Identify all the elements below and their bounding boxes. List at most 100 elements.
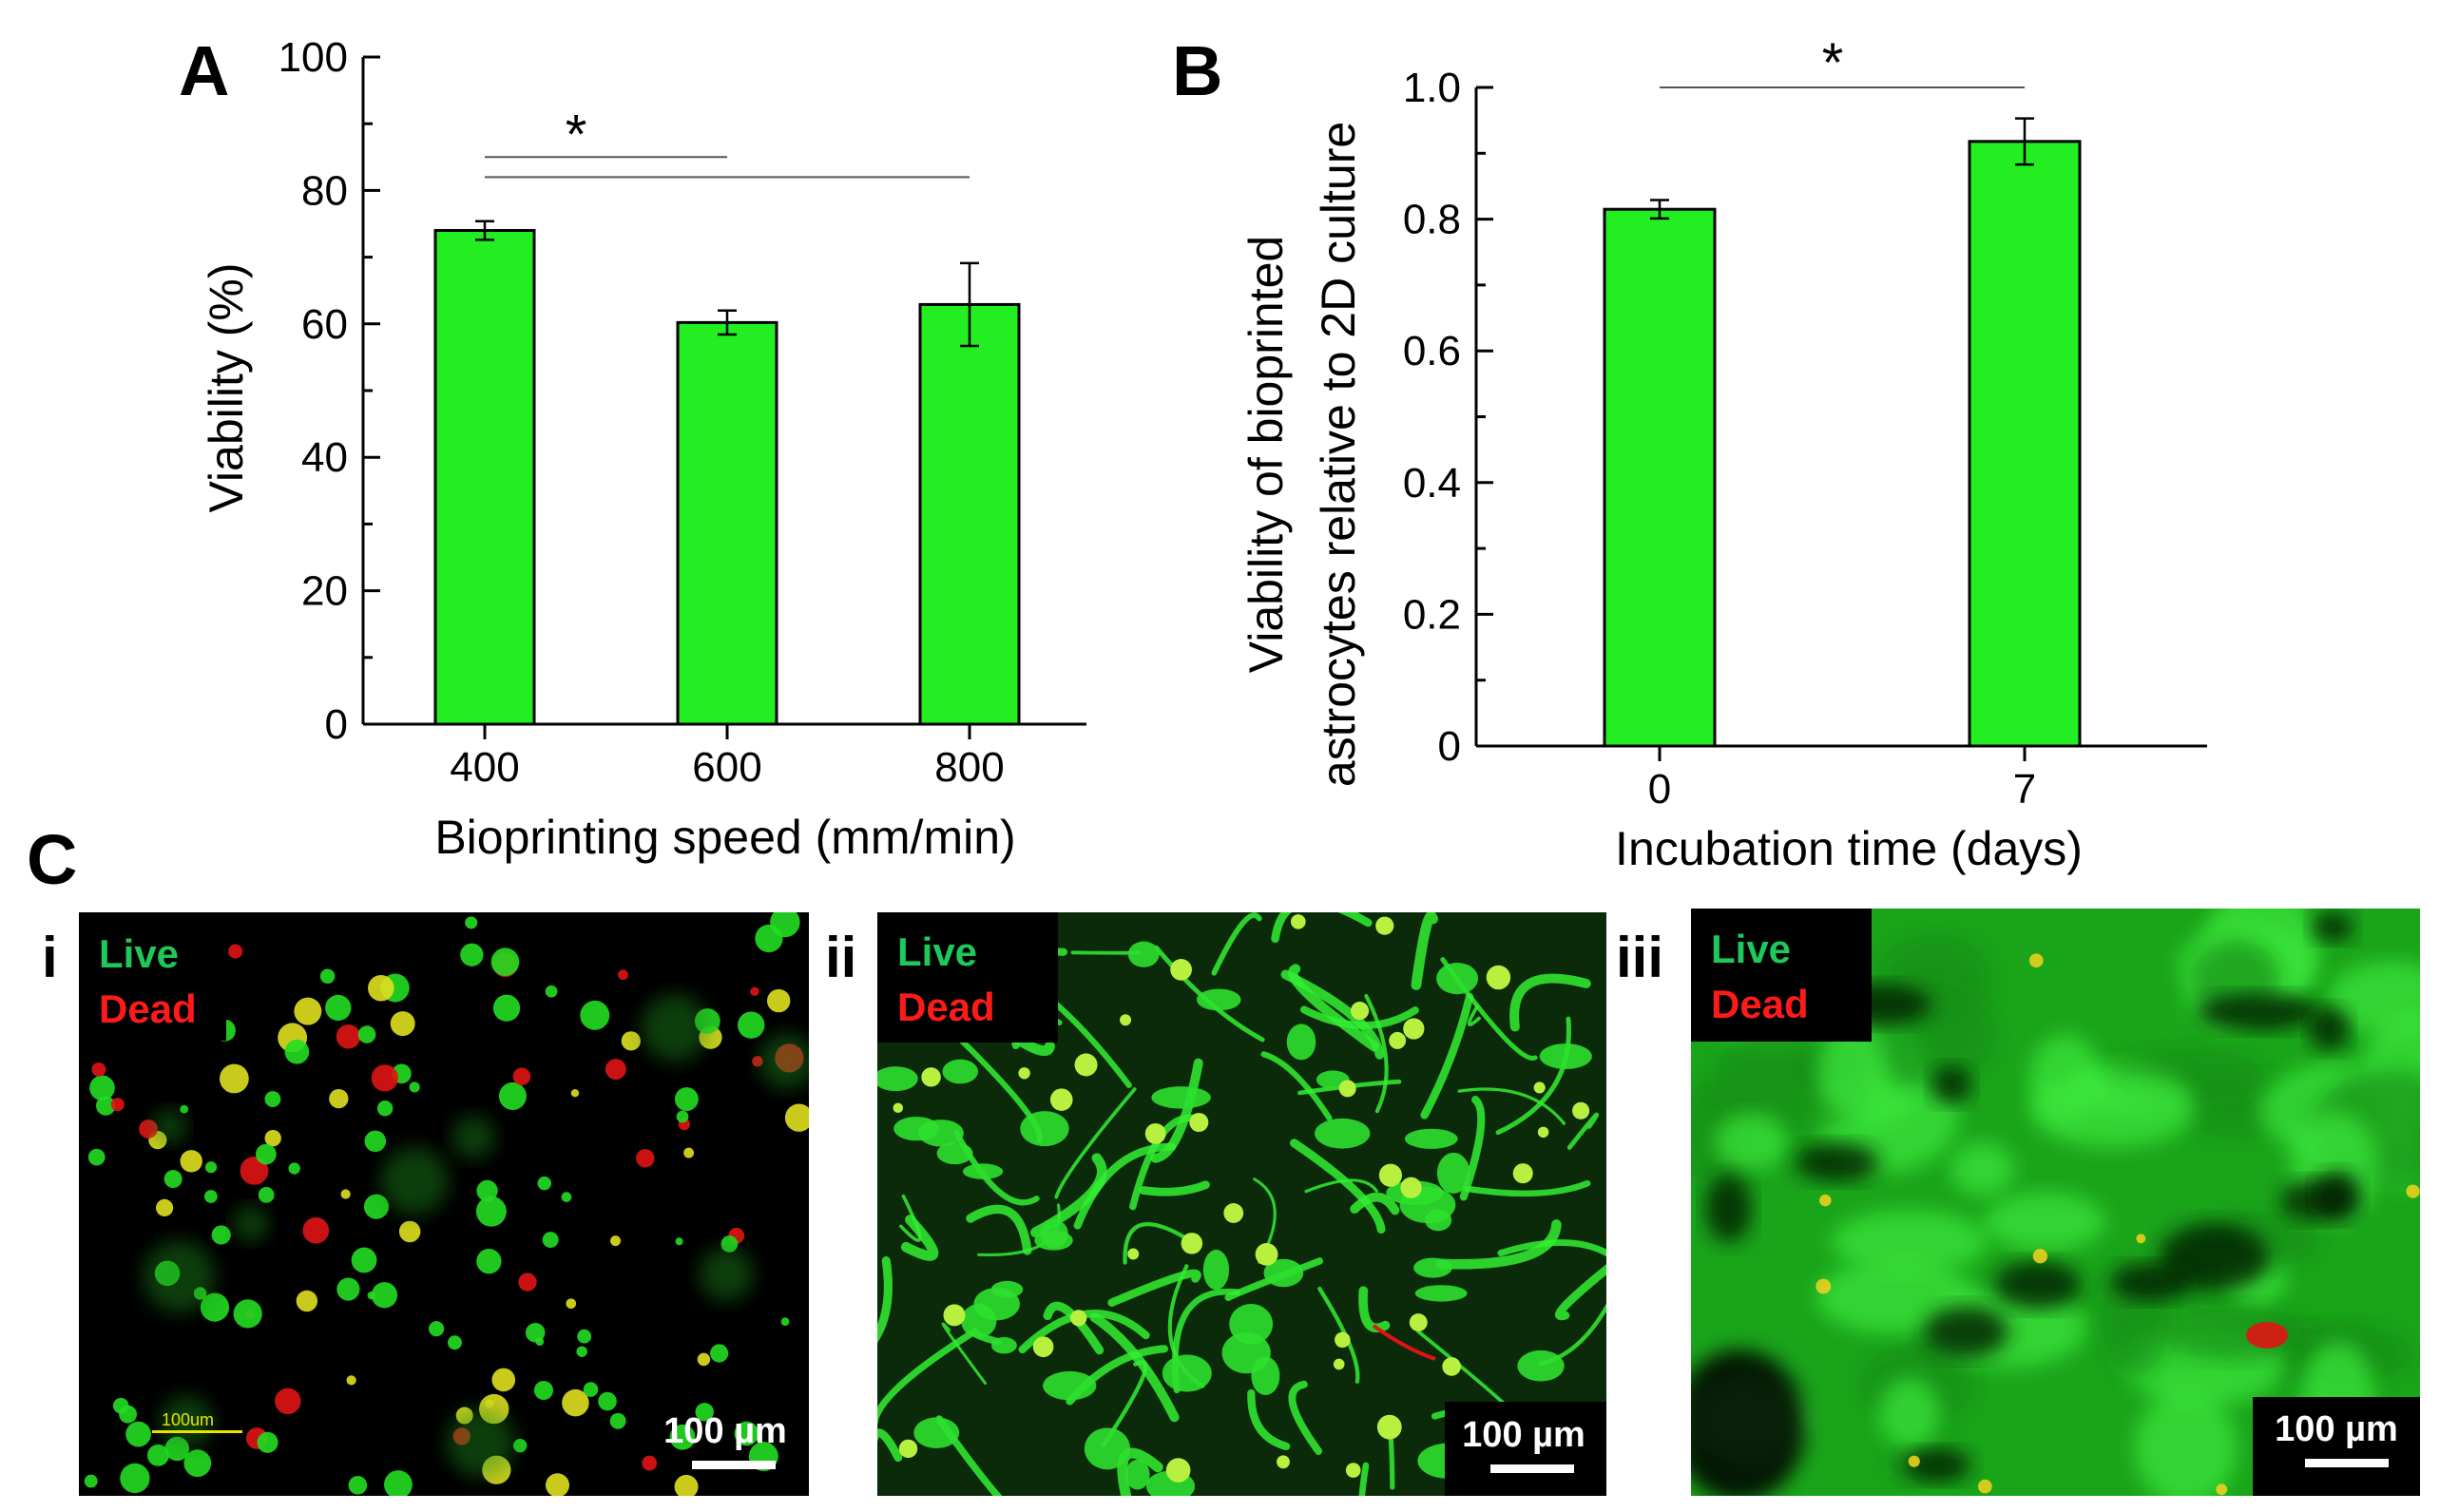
live-dead-cell [576, 1346, 587, 1357]
astrocyte-process [1150, 1058, 1203, 1163]
live-dead-cell [119, 1405, 137, 1424]
micrograph-ii: Live Dead 100 µm [877, 912, 1606, 1496]
live-dead-cell [618, 969, 628, 981]
micrograph-i-legend-box [79, 912, 226, 1041]
a-y-tick-label: 0 [325, 701, 348, 748]
b-y-tick-label: 0.6 [1403, 328, 1461, 374]
micrograph-ii-scale-label: 100 µm [1462, 1415, 1585, 1455]
round-cell [1403, 1018, 1425, 1040]
round-cell [1170, 958, 1192, 981]
live-dead-cell [376, 1101, 394, 1117]
astrocyte-body [942, 1059, 979, 1084]
round-cell [1074, 1053, 1098, 1077]
live-dead-cell [683, 1147, 695, 1158]
astrocyte-process [1554, 1264, 1606, 1321]
yellow-spot [2032, 1249, 2048, 1264]
live-dead-cell [598, 1391, 617, 1411]
round-cell [1338, 1080, 1356, 1098]
micrograph-i-small-scale-label: 100um [162, 1410, 214, 1429]
b-significance-star: * [1822, 32, 1844, 94]
round-cell [1223, 1203, 1244, 1223]
astrocyte-body [877, 1066, 918, 1092]
round-cell [1335, 1331, 1351, 1349]
live-dead-cell [336, 1024, 361, 1049]
live-dead-cell [518, 1273, 537, 1292]
round-cell [1442, 1357, 1461, 1376]
live-dead-cell [348, 1476, 368, 1495]
live-dead-cell [513, 1438, 528, 1453]
confluent-cell [1984, 1192, 2105, 1252]
chart-b-axes: 0 0.2 0.4 0.6 0.8 1.0 0 7 [1403, 65, 2207, 813]
live-dead-cell [583, 1382, 599, 1397]
live-dead-cell [390, 1011, 415, 1037]
out-of-focus-cell [451, 1116, 495, 1159]
dark-gap [1903, 1448, 1971, 1483]
astrocyte-process [1224, 1257, 1324, 1301]
astrocyte-process [1290, 1139, 1386, 1234]
live-dead-cell [566, 1298, 577, 1310]
astrocyte-body [1315, 1118, 1371, 1149]
live-dead-cell [512, 1067, 531, 1085]
live-dead-cell [545, 985, 558, 998]
round-cell [1512, 1163, 1533, 1184]
astrocyte-process [1364, 993, 1389, 1114]
live-dead-cell [610, 1235, 622, 1247]
astrocyte-process [877, 1330, 974, 1426]
round-cell [1376, 1414, 1402, 1440]
live-dead-cell [336, 1277, 360, 1301]
live-dead-cell [346, 1375, 356, 1386]
round-cell [1486, 965, 1511, 990]
astrocyte-process [1043, 1301, 1105, 1355]
yellow-spot [1908, 1455, 1920, 1467]
astrocyte-process [1054, 1087, 1137, 1199]
dead-cell-trace [1372, 1324, 1436, 1361]
astrocyte-process [1139, 1180, 1210, 1196]
live-dead-cell [605, 1059, 626, 1081]
yellow-spot [2216, 1483, 2228, 1496]
micrograph-iii-dead-label: Dead [1711, 982, 1809, 1026]
round-cell [943, 1304, 966, 1327]
live-dead-cell [264, 1130, 281, 1147]
live-dead-cell [219, 1063, 249, 1094]
astrocyte-body [1043, 1370, 1097, 1401]
astrocyte-body [1413, 1257, 1452, 1278]
astrocyte-process [1247, 1388, 1291, 1451]
chart-a-y-axis-label: Viability (%) [200, 262, 253, 512]
dark-gap [2197, 993, 2318, 1031]
astrocyte-body [1436, 962, 1479, 995]
b-bar-7 [1968, 140, 2082, 748]
astrocyte-process [1358, 1286, 1391, 1333]
a-x-tick-label-600: 600 [692, 744, 761, 791]
live-dead-cell [498, 1081, 527, 1110]
panel-letter-b: B [1172, 31, 1222, 110]
a-y-tick-label: 20 [301, 568, 348, 615]
micrograph-ii-dead-label: Dead [897, 985, 995, 1029]
dark-gap [2312, 911, 2354, 942]
chart-a: A 0 20 40 60 80 100 400 600 800 * Bioprinting sp… [179, 31, 1086, 864]
live-dead-cell [447, 1335, 462, 1350]
out-of-focus-cell [446, 1407, 516, 1478]
live-dead-cell [146, 1444, 169, 1466]
live-dead-cell [577, 1329, 592, 1344]
micrograph-i-cells [84, 912, 809, 1496]
micrograph-iii-scale-label: 100 µm [2275, 1409, 2398, 1449]
astrocyte-body [1020, 1111, 1069, 1147]
live-dead-cell [89, 1075, 115, 1101]
live-dead-cell [476, 1249, 502, 1274]
live-dead-cell [329, 1088, 349, 1109]
chart-b-x-axis-label: Incubation time (days) [1615, 822, 2083, 875]
live-dead-cell [302, 1216, 330, 1244]
live-dead-cell [120, 1463, 150, 1494]
astrocyte-body [1404, 1128, 1458, 1149]
astrocyte-body [1229, 1304, 1274, 1345]
yellow-spot [2028, 953, 2044, 968]
live-dead-cell [636, 1149, 655, 1168]
astrocyte-process [1459, 1095, 1486, 1201]
live-dead-cell [766, 988, 791, 1013]
a-bar-400 [433, 229, 536, 726]
astrocyte-body [1040, 1219, 1068, 1249]
astrocyte-body [1263, 1258, 1304, 1288]
astrocyte-process [1288, 964, 1379, 1052]
dark-gap [1993, 1261, 2082, 1310]
micrograph-i-scale-bar [692, 1461, 776, 1469]
